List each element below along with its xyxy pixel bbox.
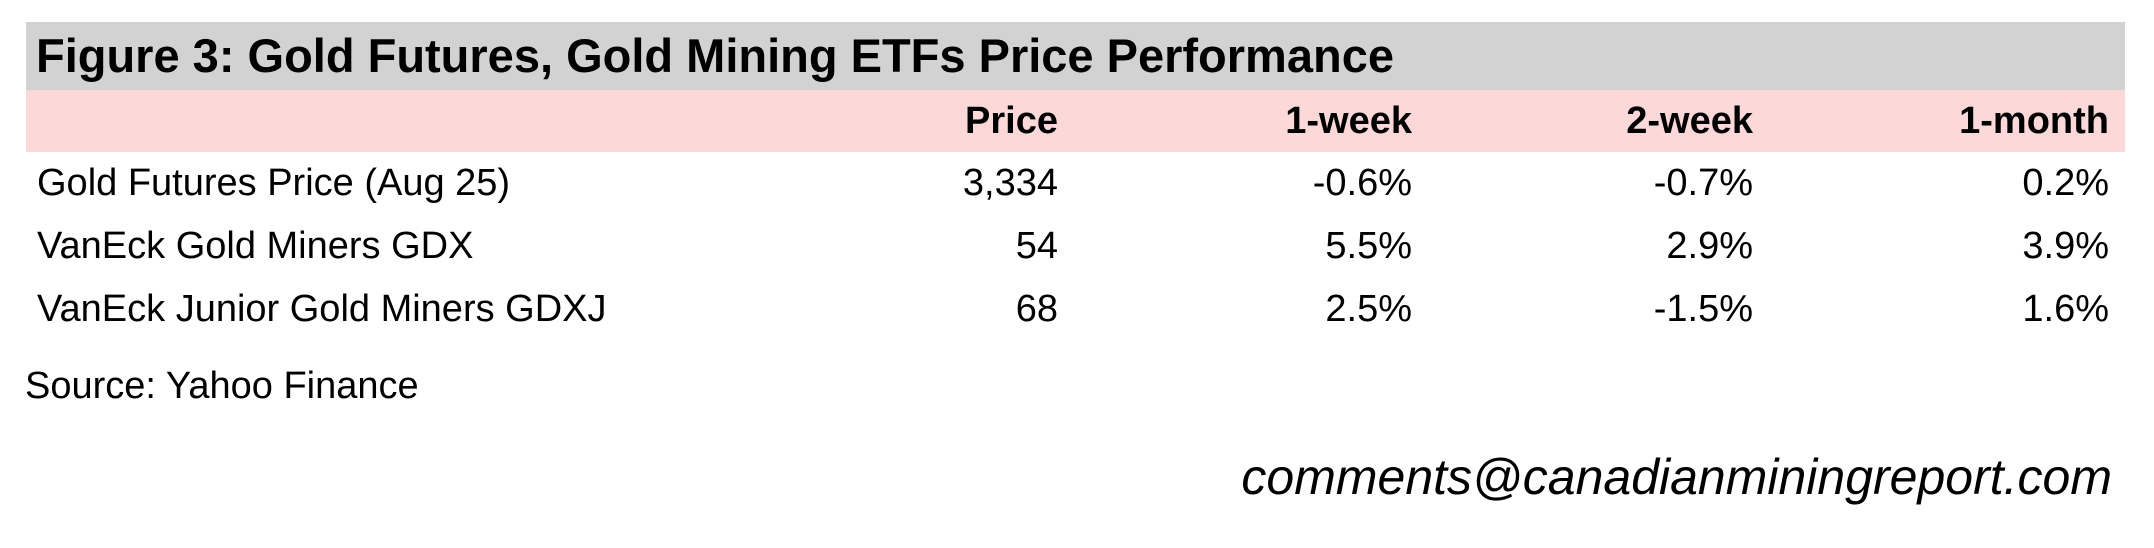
row-label: Gold Futures Price (Aug 25): [37, 162, 511, 204]
1-week-value: 5.5%: [1325, 225, 1412, 267]
table-header-row: Price 1-week 2-week 1-month: [26, 90, 2125, 152]
2-week-value: 2.9%: [1666, 225, 1753, 267]
price-value: 3,334: [962, 162, 1058, 204]
performance-table: Price 1-week 2-week 1-month Gold Futures…: [26, 90, 2125, 341]
row-label: VanEck Junior Gold Miners GDXJ: [37, 288, 607, 330]
contact-email: comments@canadianminingreport.com: [1241, 449, 2112, 505]
price-value: 54: [1015, 225, 1058, 267]
table-row-gdx: VanEck Gold Miners GDX 54 5.5% 2.9% 3.9%: [26, 215, 2125, 278]
source-note: Source: Yahoo Finance: [25, 365, 419, 407]
column-header-instrument: [26, 90, 686, 152]
1-month-value: 1.6%: [2022, 288, 2109, 330]
1-week-value: 2.5%: [1325, 288, 1412, 330]
column-header-1-month: 1-month: [1959, 99, 2109, 142]
1-month-value: 0.2%: [2022, 162, 2109, 204]
1-week-value: -0.6%: [1312, 162, 1412, 204]
column-header-1-week: 1-week: [1285, 99, 1412, 142]
table-row-gold-futures: Gold Futures Price (Aug 25) 3,334 -0.6% …: [26, 152, 2125, 215]
2-week-value: -0.7%: [1653, 162, 1753, 204]
price-value: 68: [1015, 288, 1058, 330]
column-header-price: Price: [965, 99, 1058, 142]
2-week-value: -1.5%: [1653, 288, 1753, 330]
figure-title: Figure 3: Gold Futures, Gold Mining ETFs…: [26, 22, 2125, 90]
column-header-2-week: 2-week: [1626, 99, 1753, 142]
1-month-value: 3.9%: [2022, 225, 2109, 267]
row-label: VanEck Gold Miners GDX: [37, 225, 474, 267]
table-row-gdxj: VanEck Junior Gold Miners GDXJ 68 2.5% -…: [26, 278, 2125, 341]
figure-block: Figure 3: Gold Futures, Gold Mining ETFs…: [26, 22, 2125, 341]
